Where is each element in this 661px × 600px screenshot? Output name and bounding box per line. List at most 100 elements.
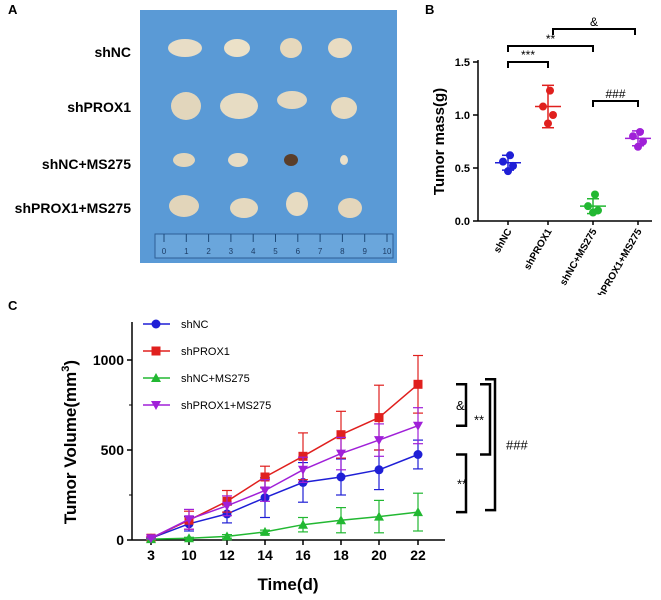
tumor-volume-chart: 0 500 1000 3 10 12 14 16 18 20 22 Time(d) Tumor Volu… bbox=[60, 319, 528, 594]
data-point bbox=[506, 151, 514, 160]
x-tick-label: 12 bbox=[219, 547, 235, 563]
panel-b-letter: B bbox=[425, 2, 435, 17]
x-tick-label: shNC bbox=[492, 227, 515, 255]
legend-marker bbox=[151, 319, 161, 329]
x-tick-label: 20 bbox=[371, 547, 387, 563]
sig-ampersand-label: & bbox=[456, 398, 465, 413]
data-point bbox=[636, 127, 644, 136]
y-axis-label: Tumor mass(g) bbox=[431, 88, 448, 195]
tumor-row-4 bbox=[169, 192, 362, 218]
tumor-photo: 0 1 2 3 4 5 6 7 8 9 10 bbox=[140, 10, 397, 263]
sig-double-star-top-label: ** bbox=[474, 412, 484, 427]
sig-triple-star-bracket bbox=[507, 61, 549, 68]
data-point bbox=[634, 142, 642, 151]
sig-double-star-top-bracket bbox=[480, 383, 492, 456]
x-tick-label: shPROX1+MS275 bbox=[594, 227, 645, 295]
x-tick-label: shPROX1 bbox=[522, 227, 555, 272]
sig-double-star-bottom-bracket bbox=[456, 453, 468, 514]
data-point bbox=[298, 519, 308, 529]
sig-double-star-bracket bbox=[507, 45, 594, 52]
data-point bbox=[374, 511, 384, 521]
y-tick-label: 1.5 bbox=[455, 57, 470, 69]
ruler-number: 1 bbox=[184, 247, 189, 256]
data-point bbox=[336, 515, 346, 525]
data-point bbox=[509, 161, 517, 170]
data-point bbox=[589, 208, 597, 217]
x-axis-label: Time(d) bbox=[257, 575, 318, 594]
x-tick-label: 22 bbox=[410, 547, 426, 563]
x-tick-label: 16 bbox=[295, 547, 311, 563]
ruler-number: 4 bbox=[251, 247, 256, 256]
sig-triple-star-label: *** bbox=[521, 48, 535, 62]
data-point bbox=[184, 515, 194, 525]
ruler: 0 1 2 3 4 5 6 7 8 9 10 bbox=[154, 233, 394, 259]
row-label-shnc: shNC bbox=[94, 44, 131, 60]
y-tick-label: 0.5 bbox=[455, 163, 470, 175]
ruler-number: 8 bbox=[340, 247, 345, 256]
sig-double-star-label: ** bbox=[546, 32, 556, 46]
data-point bbox=[298, 451, 308, 461]
x-tick-label: 14 bbox=[257, 547, 273, 563]
legend-label: shPROX1+MS275 bbox=[181, 400, 271, 412]
ruler-number: 2 bbox=[206, 247, 211, 256]
legend-label: shNC bbox=[181, 319, 209, 331]
ruler-number: 0 bbox=[162, 247, 167, 256]
ruler-number: 5 bbox=[273, 247, 278, 256]
tumor-row-2 bbox=[171, 91, 357, 120]
y-axis-label: Tumor Volume(mm3) bbox=[60, 360, 80, 524]
sig-ampersand-label: & bbox=[590, 15, 598, 29]
sig-double-star-bottom-label: ** bbox=[457, 476, 467, 491]
data-point bbox=[222, 501, 232, 511]
data-point bbox=[336, 430, 346, 440]
row-label-shprox1-ms275: shPROX1+MS275 bbox=[14, 200, 131, 216]
data-point bbox=[298, 465, 308, 475]
data-point bbox=[413, 507, 423, 517]
legend-marker bbox=[151, 373, 161, 382]
data-point bbox=[260, 526, 270, 536]
row-label-shnc-ms275: shNC+MS275 bbox=[41, 156, 131, 172]
data-point bbox=[546, 86, 554, 95]
data-point bbox=[413, 379, 423, 389]
x-tick-label: 3 bbox=[147, 547, 155, 563]
data-point bbox=[539, 102, 547, 111]
tumor-row-1 bbox=[168, 38, 352, 58]
legend-label: shNC+MS275 bbox=[181, 373, 250, 385]
data-point bbox=[336, 472, 346, 482]
panel-a-letter: A bbox=[8, 2, 18, 17]
data-point bbox=[260, 472, 270, 482]
data-point bbox=[146, 534, 156, 544]
y-tick-label: 500 bbox=[101, 442, 125, 458]
data-point bbox=[504, 167, 512, 176]
data-point bbox=[549, 111, 557, 119]
tumor-row-3 bbox=[173, 153, 348, 167]
sig-triple-hash-label: ### bbox=[605, 87, 625, 101]
data-point bbox=[222, 531, 232, 541]
sig-triple-hash-bracket bbox=[485, 377, 497, 512]
series-line-3 bbox=[150, 424, 419, 539]
tumor-mass-chart: 0.0 0.5 1.0 1.5 Tumor mass(g) shNC shPROX1 shNC… bbox=[431, 15, 652, 295]
data-point bbox=[336, 449, 346, 459]
ruler-number: 10 bbox=[383, 247, 392, 256]
sig-ampersand-bracket bbox=[552, 28, 636, 35]
sig-triple-hash-label: ### bbox=[506, 438, 528, 453]
legend-label: shPROX1 bbox=[181, 346, 230, 358]
ruler-number: 9 bbox=[362, 247, 367, 256]
data-point bbox=[374, 436, 384, 446]
sig-triple-hash-bracket bbox=[592, 100, 639, 107]
ruler-number: 6 bbox=[296, 247, 301, 256]
data-point bbox=[374, 465, 384, 475]
ruler-number: 7 bbox=[318, 247, 323, 256]
data-point bbox=[591, 190, 599, 199]
data-point bbox=[584, 202, 592, 211]
x-tick-label: shNC+MS275 bbox=[558, 227, 600, 288]
data-point bbox=[260, 486, 270, 496]
data-point bbox=[499, 157, 507, 166]
y-tick-label: 0 bbox=[116, 532, 124, 548]
data-point bbox=[629, 132, 637, 141]
series-line-0 bbox=[150, 453, 419, 539]
x-tick-label: 10 bbox=[181, 547, 197, 563]
y-tick-label: 0.0 bbox=[455, 216, 470, 228]
sig-ampersand-bracket bbox=[456, 383, 468, 427]
data-point bbox=[413, 421, 423, 431]
panel-c-letter: C bbox=[8, 298, 18, 313]
